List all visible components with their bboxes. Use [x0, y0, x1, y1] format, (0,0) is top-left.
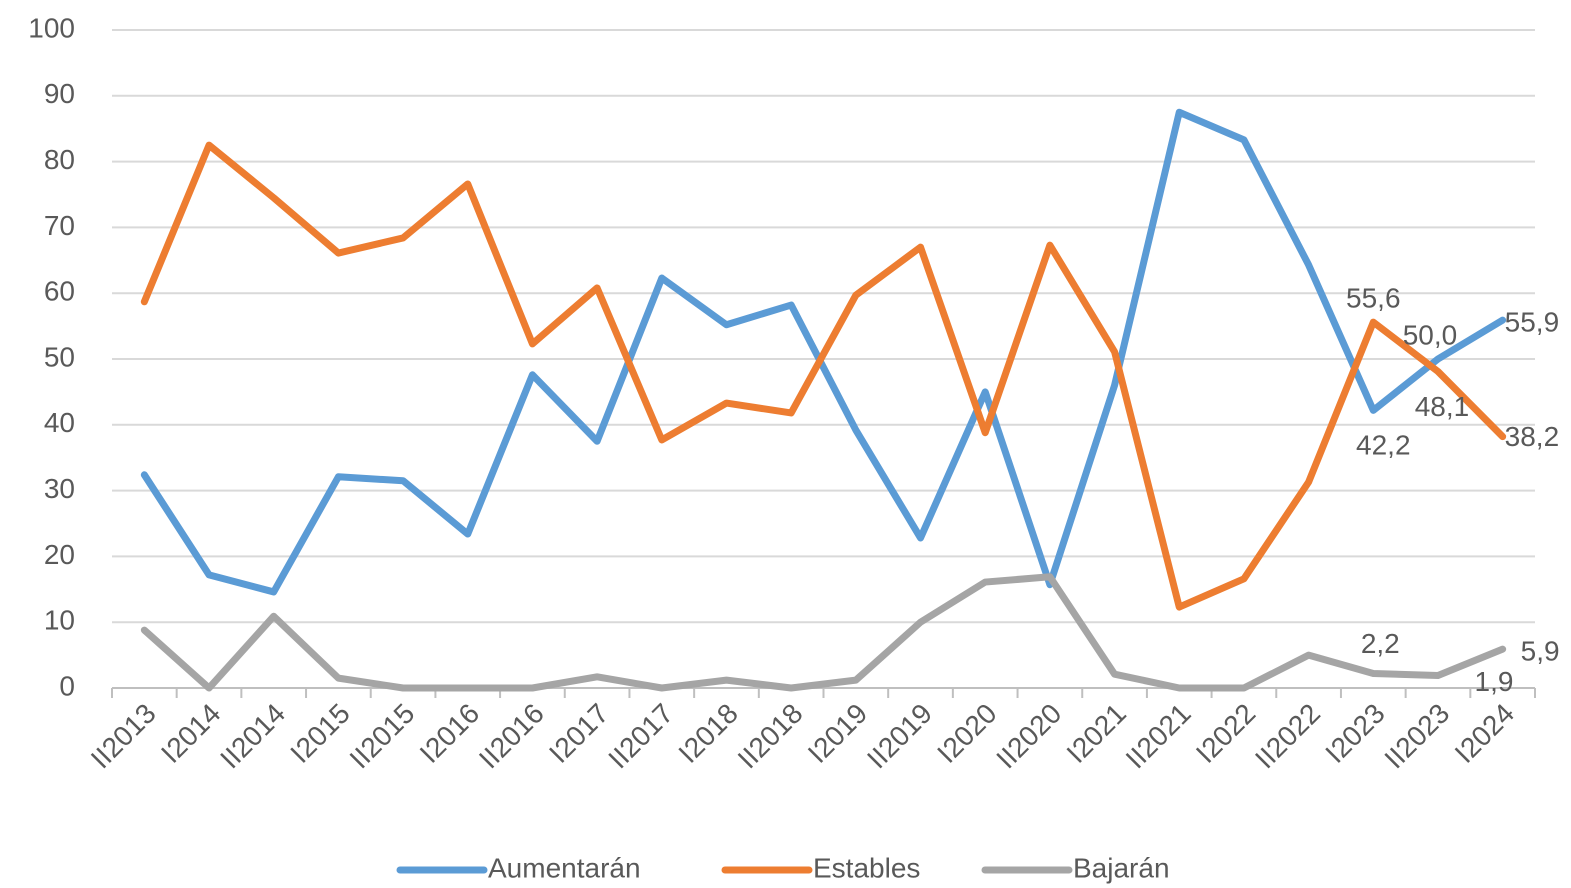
- x-tick-label: II2013: [85, 698, 162, 775]
- data-label: 2,2: [1361, 628, 1400, 659]
- x-tick-label: II2019: [861, 698, 938, 775]
- x-tick-label: I2022: [1190, 698, 1261, 769]
- legend-label: Bajarán: [1073, 852, 1170, 883]
- y-tick-label: 100: [28, 12, 75, 43]
- data-label: 48,1: [1415, 391, 1470, 422]
- x-tick-label: II2020: [990, 698, 1067, 775]
- x-tick-label: II2014: [214, 698, 291, 775]
- x-tick-label: I2021: [1061, 698, 1132, 769]
- y-tick-label: 0: [59, 670, 75, 701]
- y-tick-label: 50: [44, 341, 75, 372]
- series-line: [140, 108, 1507, 596]
- legend-item: Aumentarán: [396, 852, 641, 883]
- y-tick-label: 70: [44, 210, 75, 241]
- data-label: 55,6: [1346, 283, 1401, 314]
- x-tick-label: I2016: [414, 698, 485, 769]
- x-tick-label: I2023: [1319, 698, 1390, 769]
- x-tick-label: I2018: [672, 698, 743, 769]
- y-tick-label: 40: [44, 407, 75, 438]
- y-tick-label: 30: [44, 473, 75, 504]
- x-tick-label: II2023: [1378, 698, 1455, 775]
- x-tick-label: II2022: [1249, 698, 1326, 775]
- x-tick-label: I2014: [155, 698, 226, 769]
- data-label: 50,0: [1403, 319, 1458, 350]
- x-tick-label: I2019: [802, 698, 873, 769]
- x-tick-label: I2017: [543, 698, 614, 769]
- data-label: 5,9: [1521, 636, 1560, 667]
- y-tick-label: 10: [44, 605, 75, 636]
- x-tick-label: II2016: [473, 698, 550, 775]
- y-tick-label: 20: [44, 539, 75, 570]
- series-line: [140, 141, 1507, 611]
- series-line: [140, 573, 1507, 692]
- data-label: 38,2: [1505, 421, 1560, 452]
- y-tick-label: 80: [44, 144, 75, 175]
- y-tick-label: 90: [44, 78, 75, 109]
- legend-item: Bajarán: [981, 852, 1170, 883]
- x-tick-label: I2015: [284, 698, 355, 769]
- x-tick-label: II2015: [344, 698, 421, 775]
- x-tick-label: II2018: [732, 698, 809, 775]
- x-tick-label: I2024: [1449, 698, 1520, 769]
- x-tick-label: II2017: [602, 698, 679, 775]
- data-label: 42,2: [1356, 430, 1411, 461]
- x-tick-label: II2021: [1120, 698, 1197, 775]
- data-label: 55,9: [1505, 307, 1560, 338]
- legend-item: Estables: [721, 852, 920, 883]
- y-tick-label: 60: [44, 276, 75, 307]
- legend-label: Estables: [813, 852, 920, 883]
- x-tick-label: I2020: [931, 698, 1002, 769]
- legend-label: Aumentarán: [488, 852, 641, 883]
- data-label: 1,9: [1475, 666, 1514, 697]
